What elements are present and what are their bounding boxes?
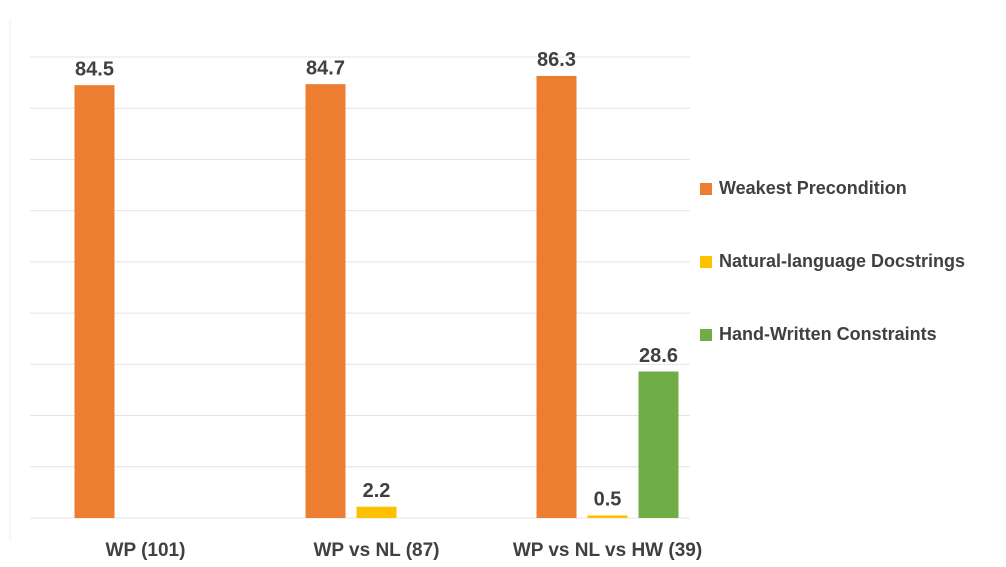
bar <box>638 371 679 518</box>
x-tick-label: WP (101) <box>106 540 186 561</box>
bar <box>74 85 115 518</box>
value-label: 0.5 <box>594 489 622 511</box>
legend-swatch <box>700 256 712 268</box>
bar <box>536 75 577 519</box>
bar <box>305 84 346 519</box>
legend-swatch <box>700 183 712 195</box>
bar <box>356 506 397 518</box>
value-label: 2.2 <box>363 480 391 502</box>
value-label: 86.3 <box>537 49 576 71</box>
value-label: 84.5 <box>75 58 114 80</box>
x-tick-label: WP vs NL (87) <box>313 540 439 561</box>
legend-label: Weakest Precondition <box>719 178 907 198</box>
value-label: 28.6 <box>639 345 678 367</box>
legend-swatch <box>700 329 712 341</box>
legend-label: Natural-language Docstrings <box>719 251 965 271</box>
value-label: 84.7 <box>306 57 345 79</box>
bar <box>587 515 628 518</box>
legend-label: Hand-Written Constraints <box>719 324 937 344</box>
x-tick-label: WP vs NL vs HW (39) <box>513 540 702 561</box>
